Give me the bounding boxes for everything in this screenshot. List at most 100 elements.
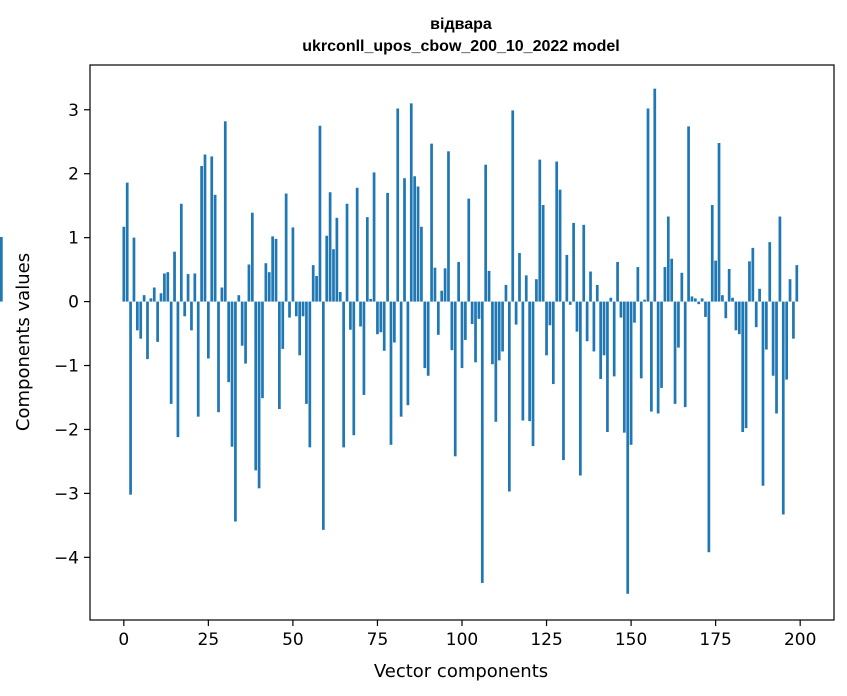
bar-24 <box>203 154 207 302</box>
bar-137 <box>585 301 589 342</box>
bar-195 <box>781 301 785 515</box>
bar-115 <box>511 110 515 302</box>
bar-55 <box>308 301 312 448</box>
bar-40 <box>257 301 261 489</box>
bar-undefined <box>0 237 3 302</box>
bar-117 <box>518 252 521 302</box>
bar-10 <box>156 301 159 342</box>
plot-area-frame <box>89 64 835 621</box>
bar-194 <box>778 216 782 302</box>
bar-41 <box>261 301 264 399</box>
bar-154 <box>643 299 646 302</box>
bar-161 <box>666 216 670 302</box>
bar-184 <box>744 301 748 429</box>
bar-6 <box>142 295 146 302</box>
bar-25 <box>207 301 210 359</box>
bar-116 <box>514 301 518 325</box>
y-tick-label: 2 <box>68 165 79 185</box>
bar-173 <box>707 301 711 553</box>
bar-31 <box>227 301 231 383</box>
bar-167 <box>687 126 690 302</box>
bar-99 <box>457 261 460 302</box>
bar-142 <box>602 301 606 356</box>
bar-76 <box>379 301 383 333</box>
bar-71 <box>362 301 366 395</box>
bar-85 <box>409 103 413 302</box>
bar-84 <box>406 301 410 406</box>
bar-179 <box>727 268 731 302</box>
bar-110 <box>494 301 498 422</box>
bar-145 <box>612 301 616 377</box>
x-tick-label: 200 <box>784 630 816 650</box>
bar-148 <box>622 301 626 433</box>
bar-169 <box>693 298 697 302</box>
bar-121 <box>531 301 535 447</box>
bar-141 <box>599 301 603 379</box>
bar-88 <box>420 226 423 302</box>
bar-32 <box>230 301 234 447</box>
x-tick-label: 100 <box>446 630 478 650</box>
bar-65 <box>342 301 345 448</box>
bar-70 <box>359 301 362 327</box>
bar-128 <box>555 161 559 302</box>
bar-81 <box>396 108 400 302</box>
bar-20 <box>190 301 193 331</box>
bar-178 <box>724 301 728 319</box>
bar-59 <box>321 301 325 530</box>
y-tick-label: −1 <box>54 357 79 377</box>
bar-170 <box>697 301 701 305</box>
bar-49 <box>288 301 291 318</box>
bar-190 <box>765 301 768 350</box>
bar-73 <box>369 299 373 302</box>
bar-124 <box>541 205 545 302</box>
bar-177 <box>721 295 724 302</box>
bar-54 <box>305 301 308 404</box>
bar-18 <box>183 301 187 317</box>
bar-176 <box>717 143 721 302</box>
bar-42 <box>264 263 268 302</box>
bar-26 <box>210 156 214 302</box>
bar-69 <box>355 187 359 302</box>
bar-113 <box>504 284 508 302</box>
bar-17 <box>179 203 183 302</box>
bar-36 <box>244 301 247 364</box>
x-axis-ticks: 0 25 50 75 100 125 150 175 200 <box>118 620 816 650</box>
bar-86 <box>413 176 417 302</box>
bar-43 <box>267 272 271 302</box>
bar-129 <box>558 189 562 302</box>
bar-91 <box>430 143 433 302</box>
bar-13 <box>166 272 170 302</box>
bar-158 <box>656 301 660 414</box>
y-tick-label: −4 <box>54 548 79 568</box>
bar-187 <box>754 301 758 328</box>
bar-64 <box>338 291 342 302</box>
y-tick-label: −3 <box>54 484 79 504</box>
bar-9 <box>152 287 156 302</box>
bar-146 <box>616 261 619 302</box>
bar-136 <box>582 224 586 302</box>
bar-133 <box>572 222 575 302</box>
bar-180 <box>731 297 734 302</box>
bars-group <box>0 88 799 594</box>
bar-101 <box>464 301 467 340</box>
bar-52 <box>298 301 302 356</box>
bar-183 <box>741 301 745 433</box>
y-tick-label: 3 <box>68 101 79 121</box>
bar-8 <box>149 298 153 302</box>
bar-77 <box>382 301 386 351</box>
bar-126 <box>548 301 552 326</box>
bar-166 <box>683 301 687 408</box>
bar-22 <box>196 301 200 417</box>
x-tick-label: 0 <box>118 630 129 650</box>
bar-16 <box>176 301 180 438</box>
bar-62 <box>332 249 335 302</box>
x-tick-label: 75 <box>367 630 389 650</box>
chart-subtitle: ukrconll_upos_cbow_200_10_2022 model <box>302 38 619 55</box>
bar-23 <box>200 166 203 302</box>
x-tick-label: 125 <box>530 630 562 650</box>
bar-162 <box>670 258 674 302</box>
chart-title: відвара <box>430 16 492 33</box>
bar-164 <box>677 301 680 348</box>
bar-29 <box>220 287 224 302</box>
bar-157 <box>653 88 657 302</box>
